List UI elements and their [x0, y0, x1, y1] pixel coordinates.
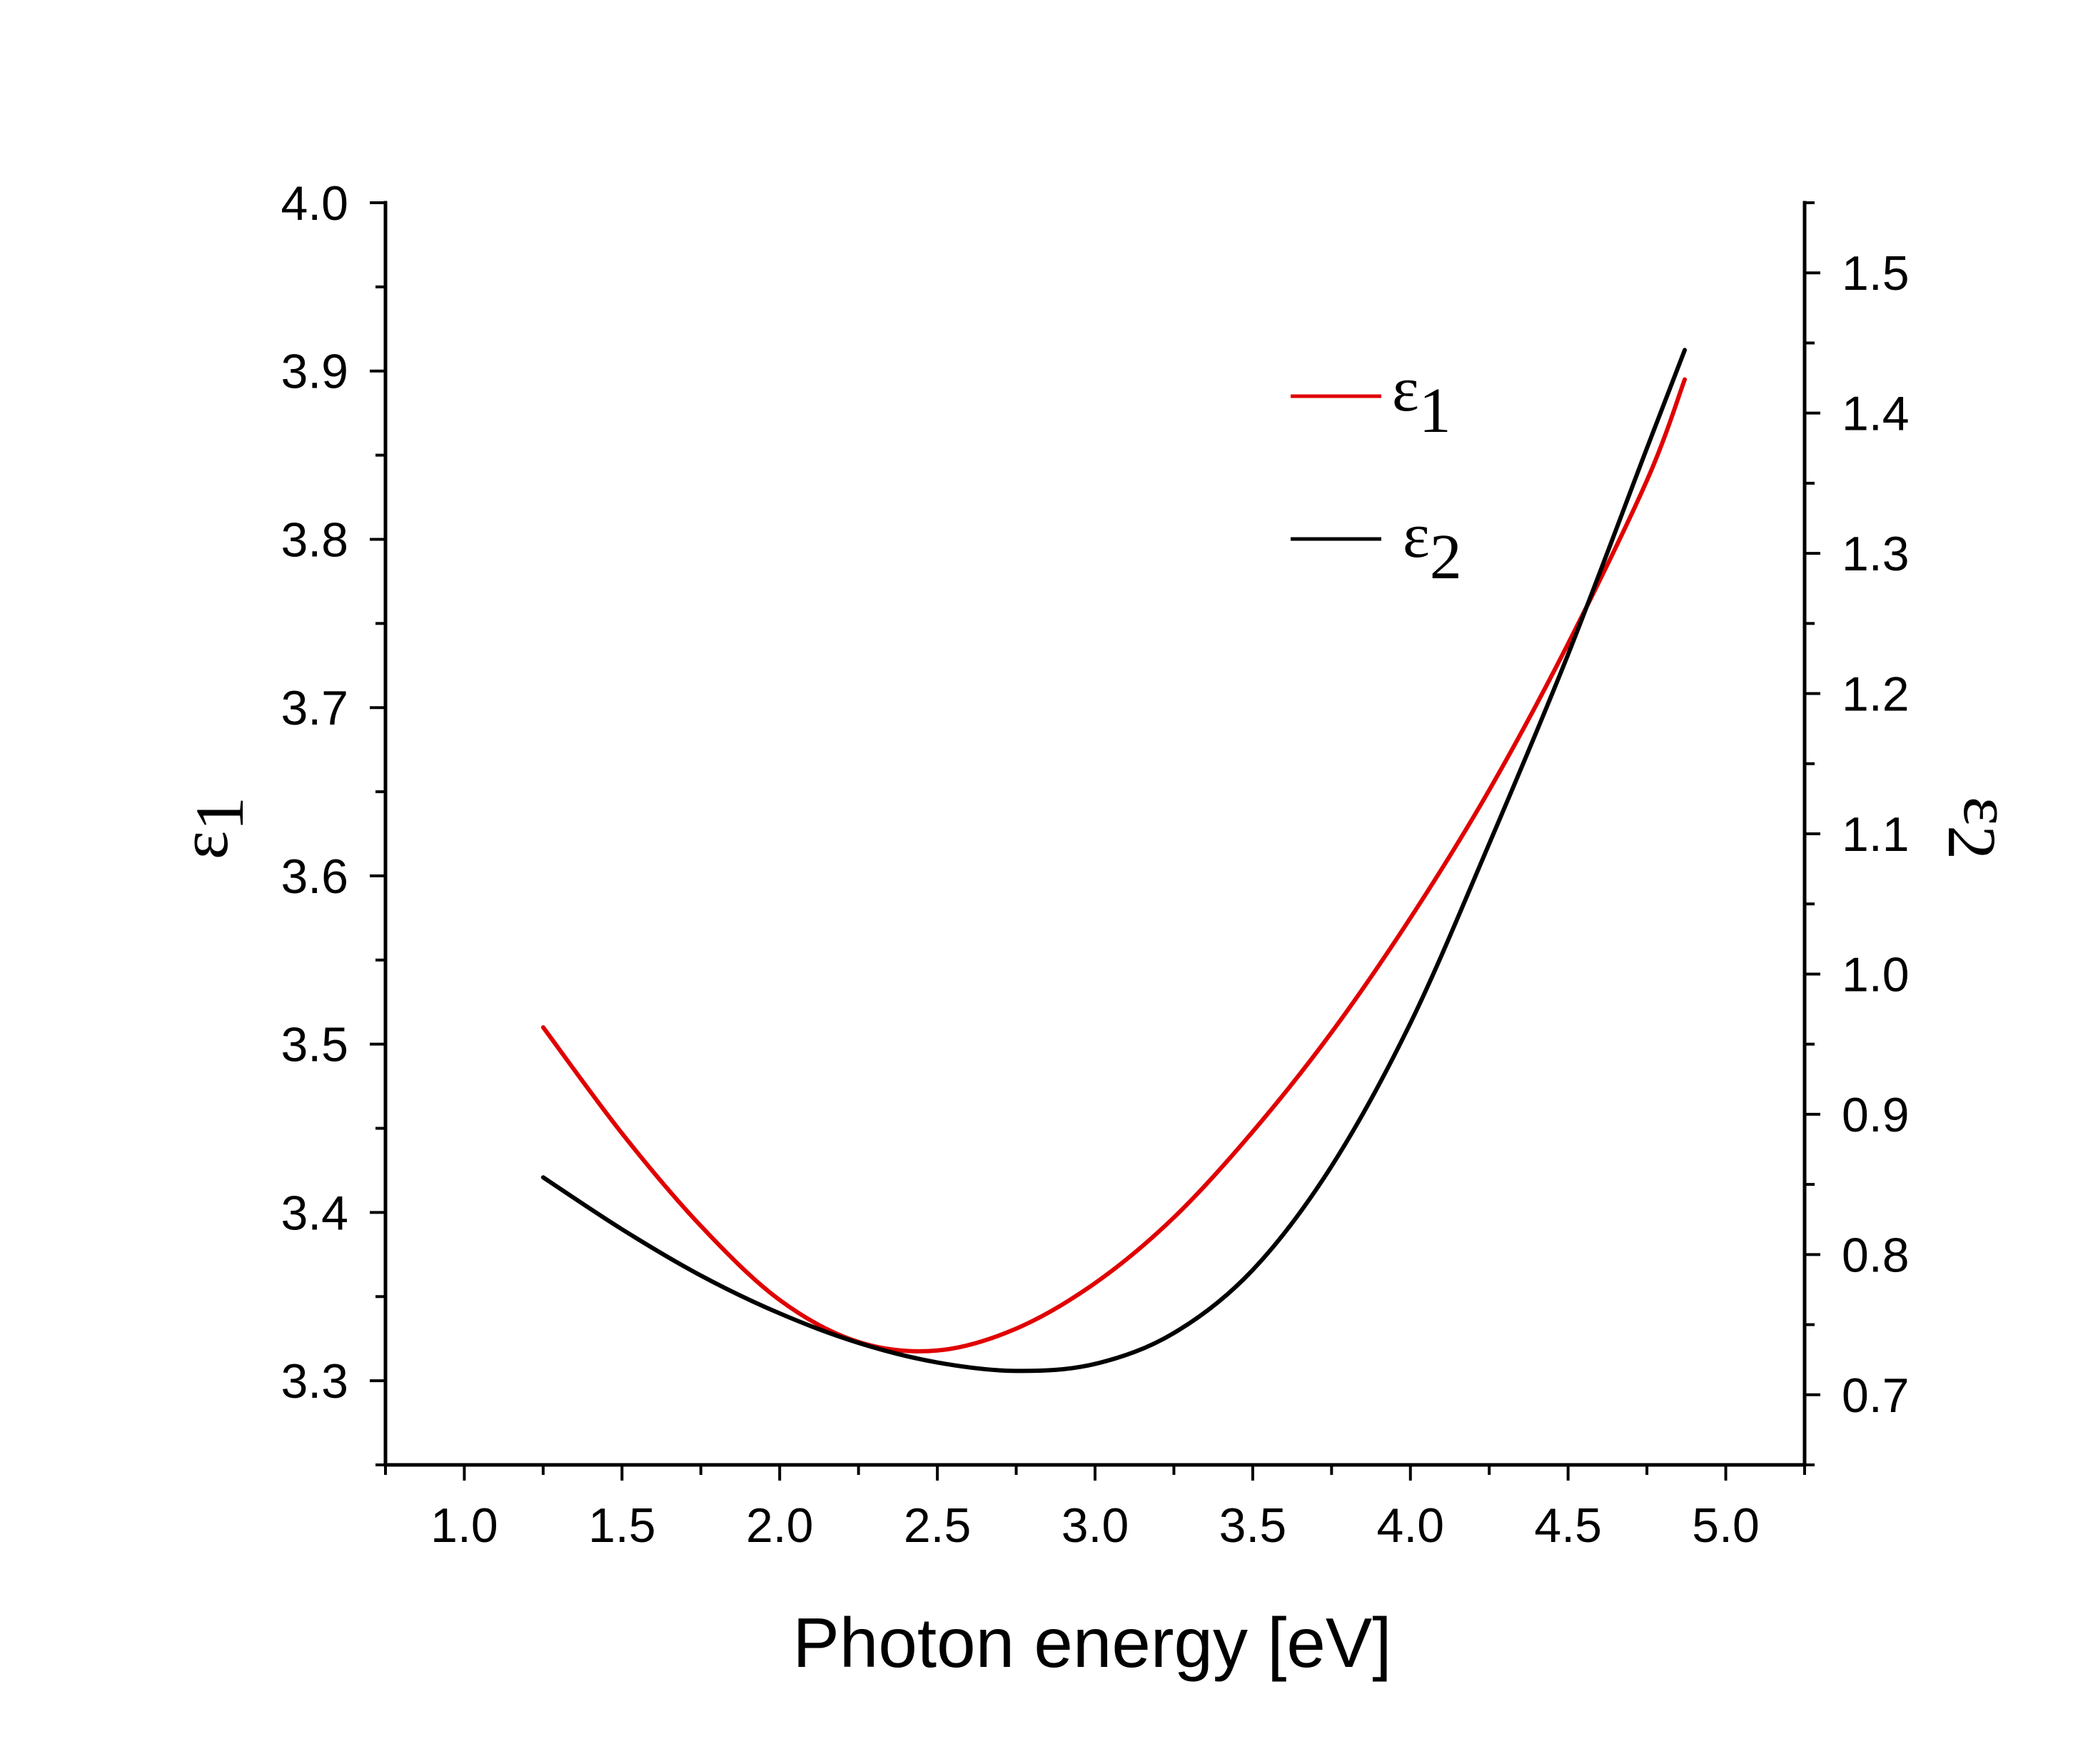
series-line-eps2 — [540, 348, 1688, 1374]
y-right-title-symbol: ε — [1950, 797, 2026, 825]
legend-label-eps1-subscript: 1 — [1419, 376, 1451, 446]
y-right-axis-title: ε2 — [1934, 797, 2026, 860]
legend-label-eps2-subscript: 2 — [1430, 522, 1462, 593]
x-tick-label: 4.0 — [1377, 1498, 1445, 1553]
svg-text:ε1: ε1 — [1392, 354, 1451, 446]
x-tick-label: 2.0 — [746, 1498, 814, 1553]
y-left-tick-label: 3.6 — [281, 850, 348, 904]
y-right-tick-label: 1.0 — [1842, 947, 1910, 1002]
y-left-tick-label: 3.7 — [281, 681, 348, 735]
series-line-eps1 — [540, 377, 1688, 1354]
svg-text:ε1: ε1 — [166, 797, 258, 860]
y-right-tick-label: 1.4 — [1842, 387, 1910, 441]
y-right-tick-label: 0.8 — [1842, 1228, 1910, 1282]
y-right-tick-label: 1.1 — [1842, 807, 1910, 862]
y-left-tick-label: 3.3 — [281, 1354, 348, 1408]
x-tick-label: 2.5 — [904, 1498, 972, 1553]
legend-label-eps2-symbol: ε — [1403, 500, 1430, 571]
x-tick-label: 5.0 — [1692, 1498, 1760, 1553]
y-right-tick-label: 0.7 — [1842, 1369, 1910, 1423]
svg-text:ε2: ε2 — [1934, 797, 2026, 860]
ticks-layer: 1.0 1.5 2.0 2.5 3.0 3.5 4.0 4.5 5.0 3.3 3.4 3.5 3.6 3… — [281, 176, 1909, 1553]
legend-item-eps2: ε2 — [1291, 500, 1462, 593]
y-left-title-subscript: 1 — [181, 797, 258, 831]
x-tick-label: 1.5 — [588, 1498, 656, 1553]
x-tick-label: 4.5 — [1534, 1498, 1602, 1553]
y-left-tick-label: 3.8 — [281, 513, 348, 567]
svg-text:ε2: ε2 — [1403, 500, 1462, 593]
axes-layer — [383, 201, 1807, 1467]
legend: ε1 ε2 — [1291, 354, 1462, 593]
y-right-tick-label: 0.9 — [1842, 1088, 1910, 1142]
y-left-tick-label: 3.9 — [281, 345, 348, 399]
y-right-title-subscript: 2 — [1934, 825, 2010, 860]
y-left-title-symbol: ε — [166, 831, 242, 860]
y-right-tick-label: 1.5 — [1842, 246, 1910, 301]
series-layer — [540, 348, 1688, 1374]
legend-label-eps1-symbol: ε — [1392, 354, 1419, 425]
legend-item-eps1: ε1 — [1291, 354, 1451, 446]
x-axis-title: Photon energy [eV] — [792, 1603, 1391, 1682]
y-right-tick-label: 1.3 — [1842, 527, 1910, 581]
y-left-tick-label: 3.4 — [281, 1186, 348, 1240]
y-left-axis-title: ε1 — [166, 797, 258, 860]
x-tick-label: 3.5 — [1219, 1498, 1287, 1553]
x-tick-label: 1.0 — [430, 1498, 498, 1553]
y-right-tick-label: 1.2 — [1842, 667, 1910, 722]
y-left-tick-label: 4.0 — [281, 176, 348, 231]
y-left-tick-label: 3.5 — [281, 1018, 348, 1072]
x-tick-label: 3.0 — [1061, 1498, 1129, 1553]
